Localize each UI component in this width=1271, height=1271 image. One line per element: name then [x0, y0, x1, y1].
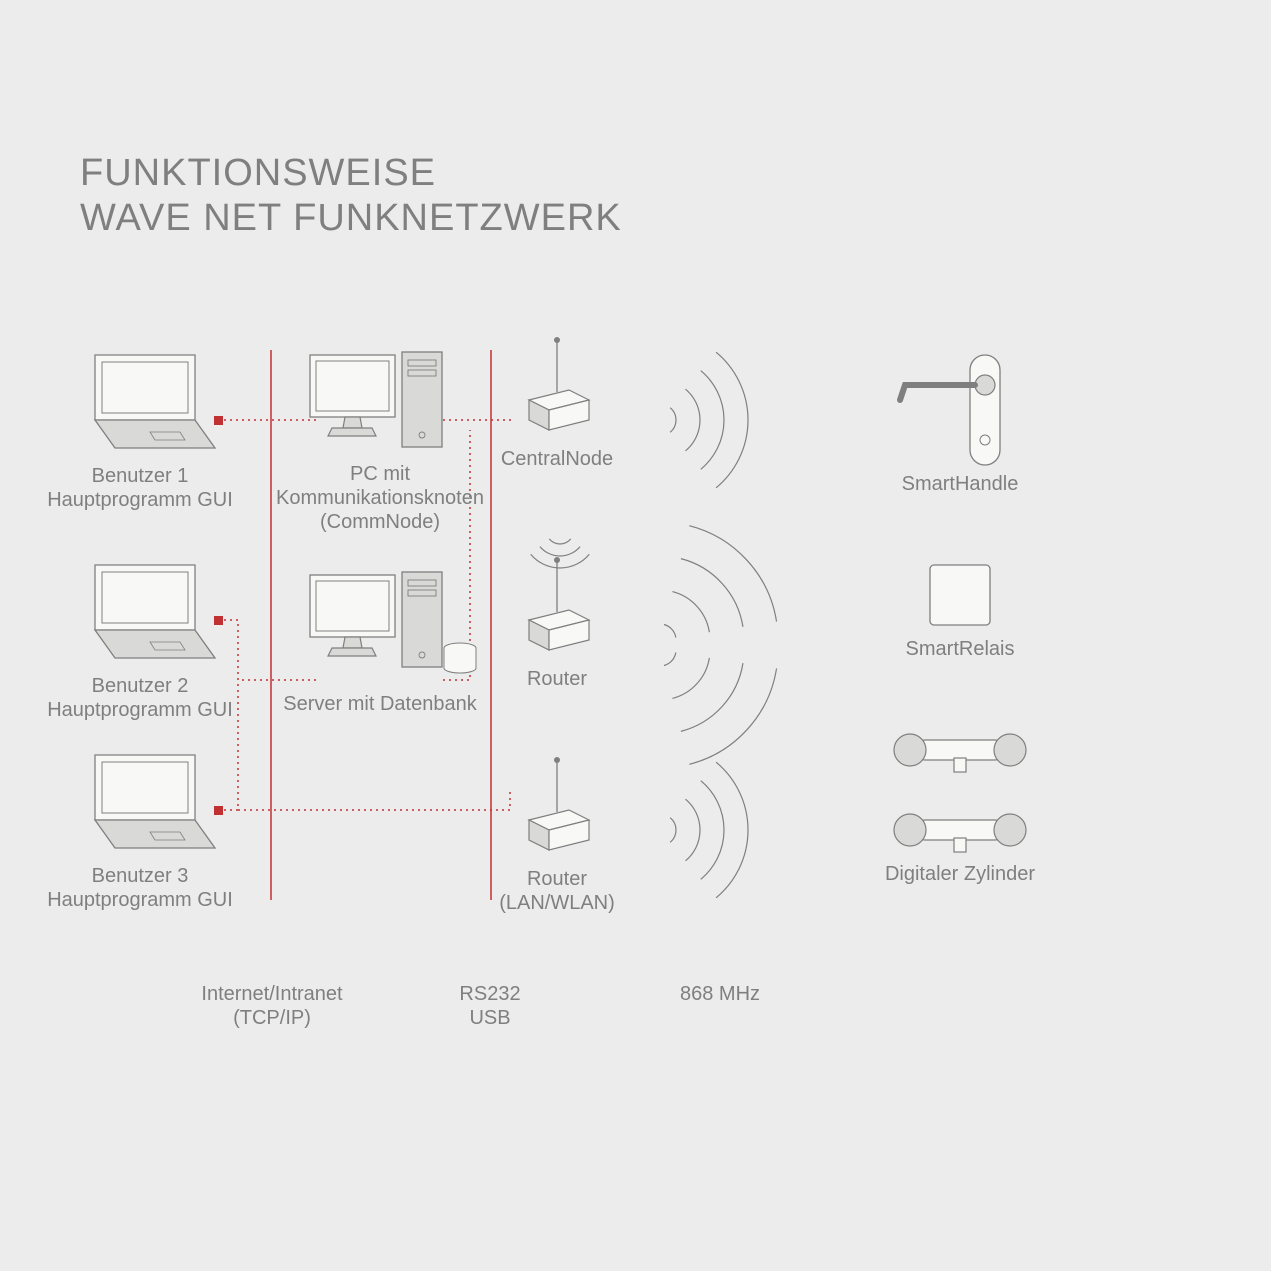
- user2-label-2: Hauptprogramm GUI: [47, 699, 233, 721]
- router2-label-2: (LAN/WLAN): [499, 892, 615, 914]
- smartrelais-icon: [930, 565, 990, 625]
- port-square-2: [214, 806, 223, 815]
- segment-2-line1: 868 MHz: [680, 983, 760, 1005]
- user3-label-1: Benutzer 3: [92, 865, 189, 887]
- segment-0-line1: Internet/Intranet: [201, 983, 343, 1005]
- port-square-0: [214, 416, 223, 425]
- user1-label-1: Benutzer 1: [92, 465, 189, 487]
- title-line1: FUNKTIONSWEISE: [80, 152, 436, 194]
- central-label-1: CentralNode: [501, 448, 613, 470]
- port-square-1: [214, 616, 223, 625]
- pc-label-3: (CommNode): [320, 511, 440, 533]
- server-label-1: Server mit Datenbank: [283, 693, 477, 715]
- user1-label-2: Hauptprogramm GUI: [47, 489, 233, 511]
- router1-label-1: Router: [527, 668, 587, 690]
- pc-label-1: PC mit: [350, 463, 410, 485]
- smartrelais-label-1: SmartRelais: [906, 638, 1015, 660]
- pc-label-2: Kommunikationsknoten: [276, 487, 484, 509]
- user3-label-2: Hauptprogramm GUI: [47, 889, 233, 911]
- smarthandle-label-1: SmartHandle: [902, 473, 1019, 495]
- segment-1-line1: RS232: [459, 983, 520, 1005]
- segment-1-line2: USB: [469, 1007, 510, 1029]
- segment-0-line2: (TCP/IP): [233, 1007, 311, 1029]
- user2-label-1: Benutzer 2: [92, 675, 189, 697]
- title-line2: WAVE NET FUNKNETZWERK: [80, 197, 622, 239]
- zylinder-label-1: Digitaler Zylinder: [885, 863, 1035, 885]
- router2-label-1: Router: [527, 868, 587, 890]
